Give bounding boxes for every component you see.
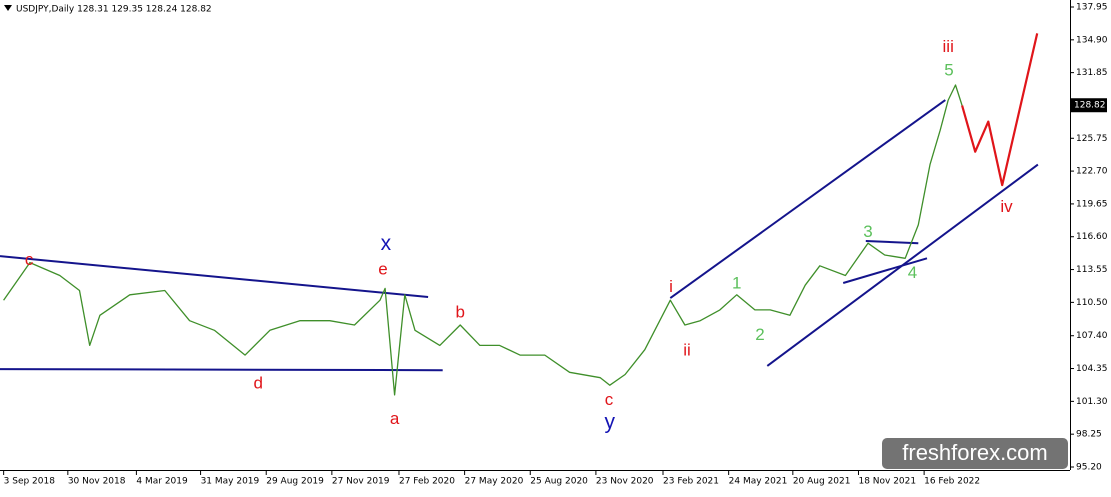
wave-label: b (456, 303, 465, 322)
x-tick-label: 27 May 2020 (465, 477, 524, 487)
y-tick-label: 101.30 (1076, 397, 1108, 407)
wave-label: x (381, 232, 392, 255)
trend-line (865, 240, 919, 245)
y-tick-label: 113.55 (1076, 265, 1108, 275)
x-tick-label: 25 Aug 2020 (530, 477, 588, 487)
y-tick-label: 95.20 (1076, 463, 1102, 473)
last-price-box (1070, 98, 1107, 113)
wave-label: 2 (755, 325, 764, 344)
y-tick-label: 137.95 (1076, 3, 1108, 13)
wave-label: a (390, 409, 400, 428)
y-tick-label: 98.25 (1076, 430, 1102, 440)
y-tick-label: 125.75 (1076, 134, 1108, 144)
wave-label: 5 (944, 61, 953, 80)
price-line (3, 84, 963, 396)
x-tick-label: 23 Feb 2021 (663, 477, 719, 487)
x-tick-label: 18 Nov 2021 (858, 477, 916, 487)
y-tick-label: 122.70 (1076, 167, 1108, 177)
y-tick-label: 119.65 (1076, 199, 1108, 209)
x-tick-label: 27 Nov 2019 (332, 477, 390, 487)
x-tick-label: 24 May 2021 (729, 477, 788, 487)
x-tick-label: 29 Aug 2019 (266, 477, 324, 487)
wave-label: 3 (863, 222, 872, 241)
x-tick-label: 23 Nov 2020 (596, 477, 654, 487)
trend-line (0, 368, 443, 372)
wave-label: y (605, 410, 616, 433)
wave-label: c (25, 250, 34, 269)
x-tick-label: 31 May 2019 (201, 477, 260, 487)
x-tick-label: 3 Sep 2018 (4, 477, 56, 487)
x-tick-label: 16 Feb 2022 (924, 477, 980, 487)
chart-title: USDJPY,Daily 128.31 129.35 128.24 128.82 (16, 5, 212, 15)
wave-label: c (605, 390, 614, 409)
last-price-label: 128.82 (1074, 101, 1106, 111)
wave-label: iii (943, 37, 954, 56)
y-tick-label: 134.90 (1076, 35, 1108, 45)
y-tick-label: 116.60 (1076, 232, 1108, 242)
watermark: freshforex.com (902, 440, 1048, 465)
x-tick-label: 20 Aug 2021 (793, 477, 851, 487)
wave-label: d (253, 374, 262, 393)
x-tick-label: 27 Feb 2020 (399, 477, 455, 487)
wave-label: 4 (908, 263, 917, 282)
wave-label: 1 (732, 274, 741, 293)
header-arrow (4, 5, 12, 11)
watermark-box (882, 438, 1068, 469)
wave-label: e (378, 260, 387, 279)
x-tick-label: 30 Nov 2018 (68, 477, 126, 487)
trend-line (0, 255, 429, 298)
y-tick-label: 110.50 (1076, 298, 1108, 308)
projection-line (961, 33, 1039, 187)
trend-line (669, 99, 946, 299)
y-tick-label: 131.85 (1076, 68, 1108, 78)
y-tick-label: 104.35 (1076, 364, 1108, 374)
wave-label: ii (683, 340, 691, 359)
x-tick-label: 4 Mar 2019 (136, 477, 188, 487)
wave-label: iv (1000, 197, 1013, 216)
trend-line (842, 257, 928, 284)
wave-label: i (669, 277, 673, 296)
y-tick-label: 107.40 (1076, 331, 1108, 341)
